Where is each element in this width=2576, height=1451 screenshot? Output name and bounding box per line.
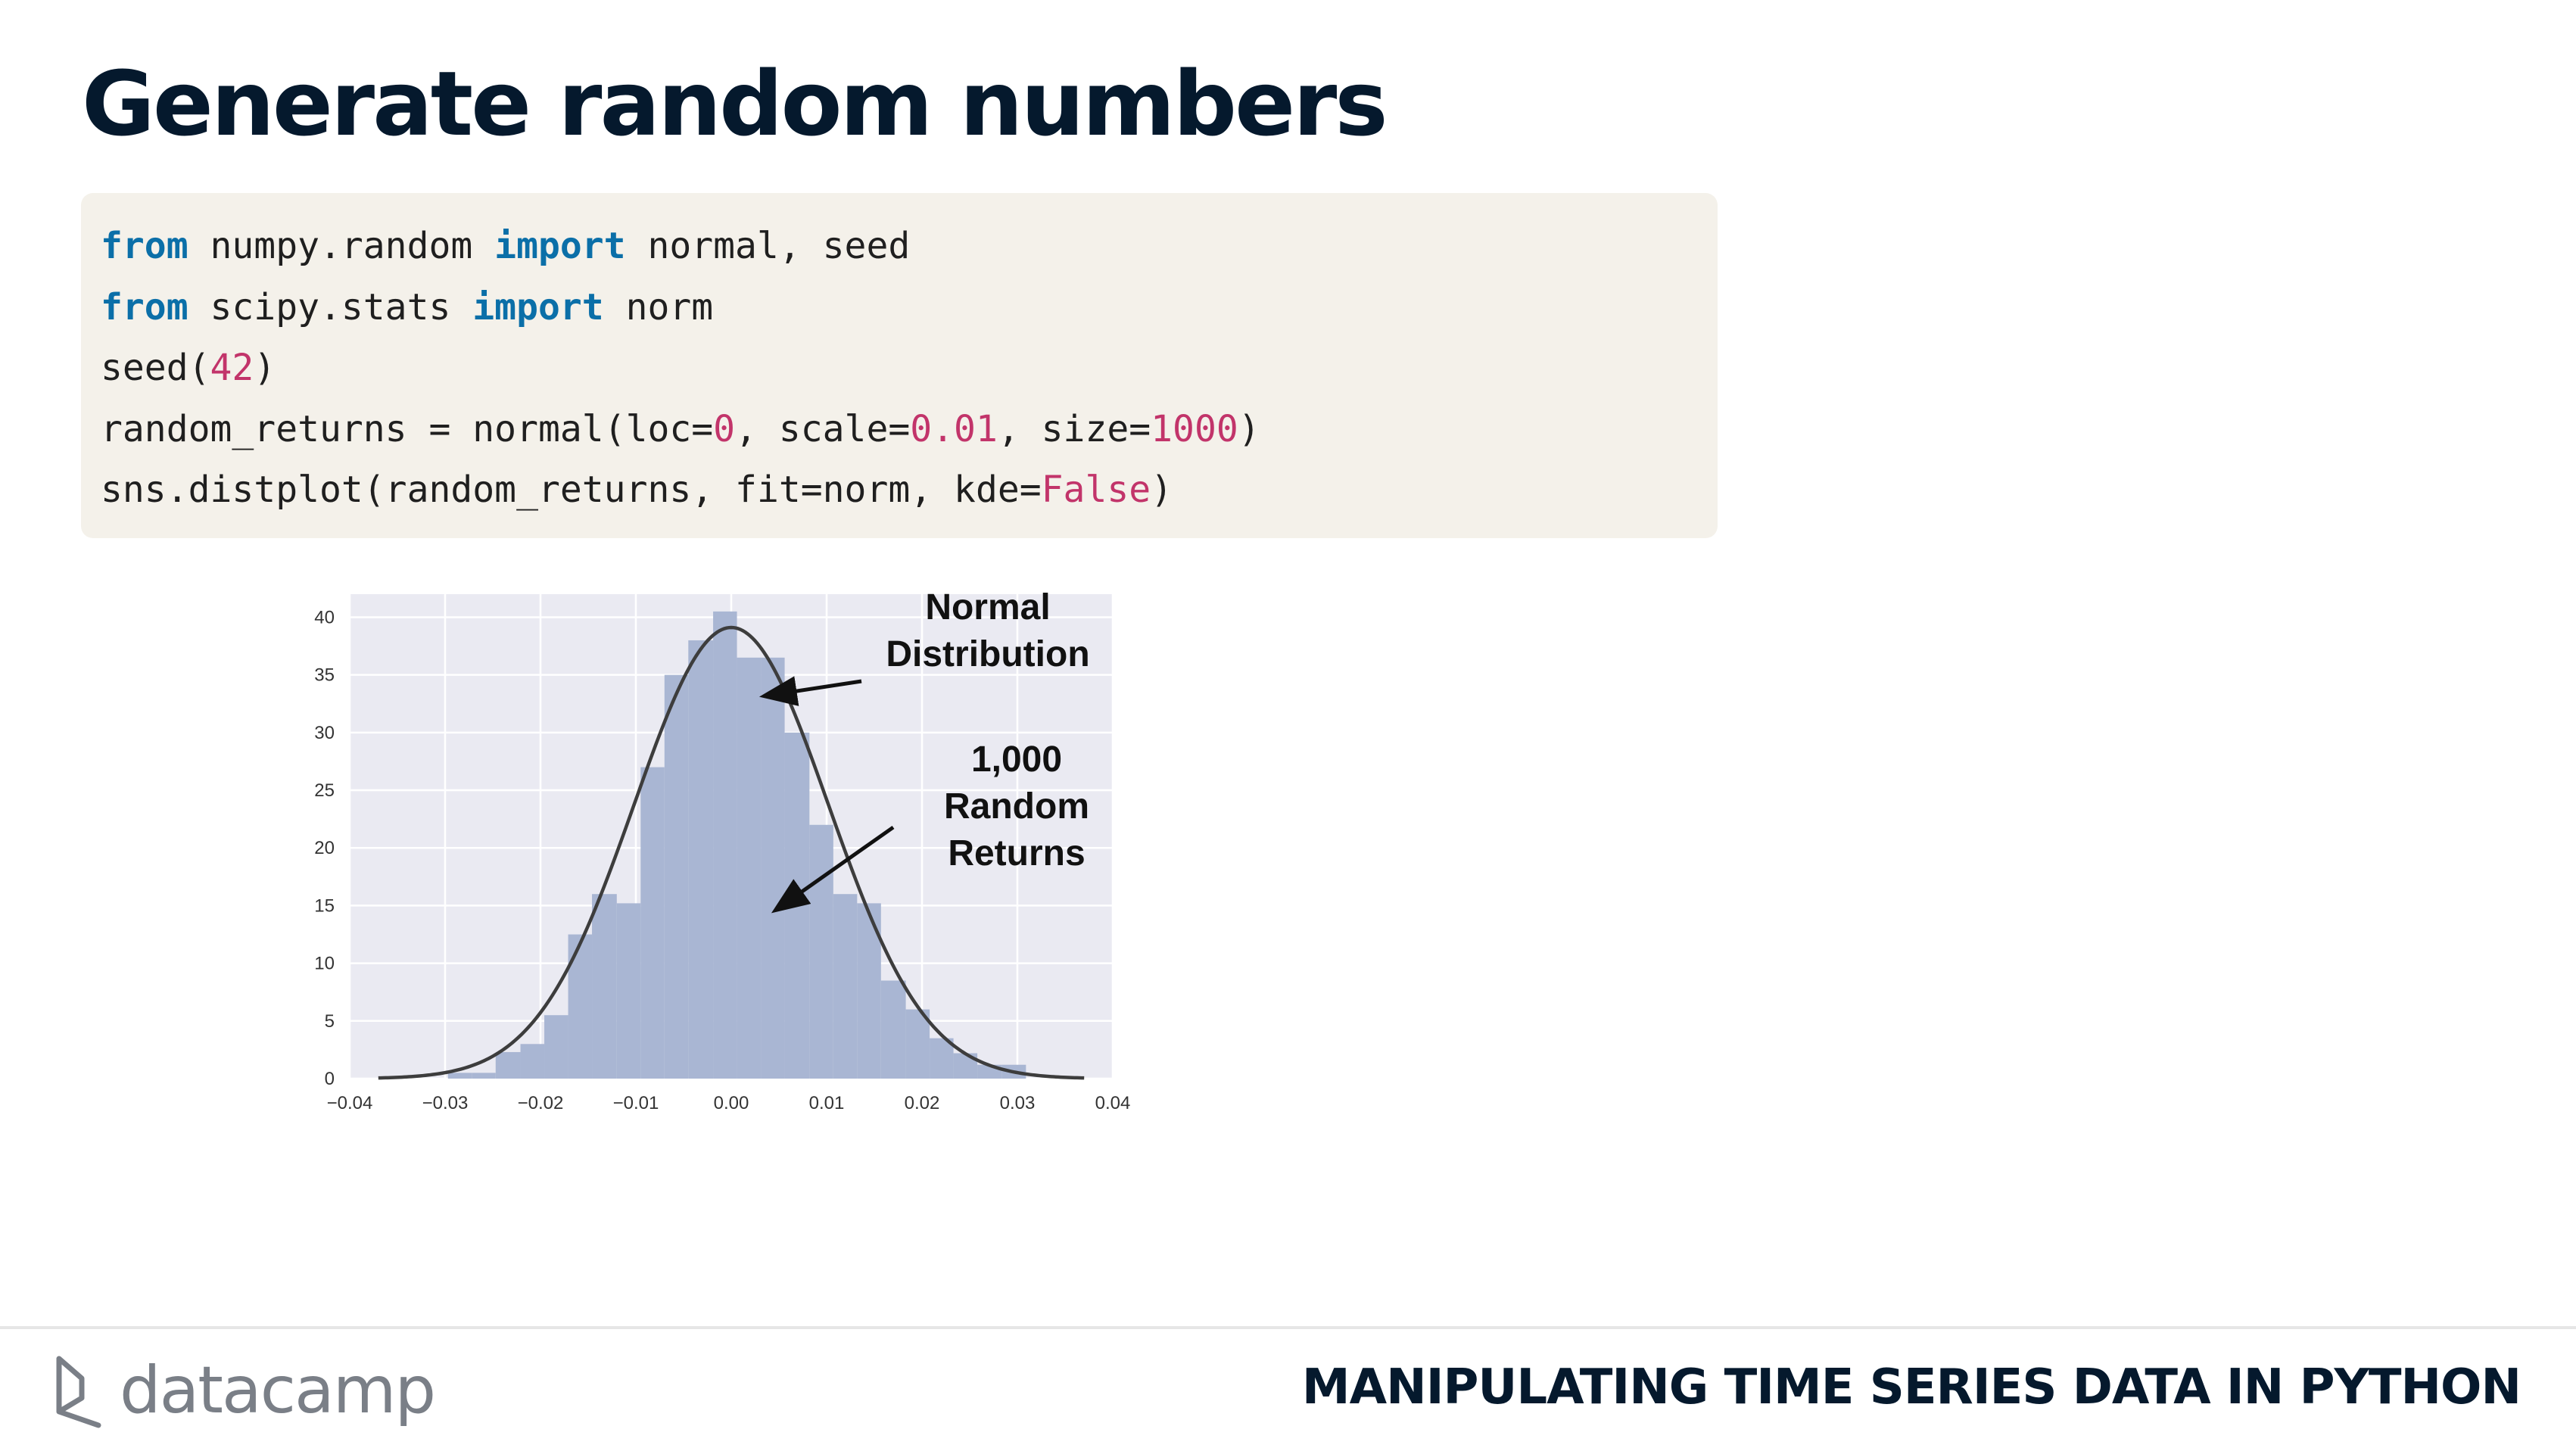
y-tick-label: 20 [314,838,335,858]
code-literal: 1000 [1151,407,1238,450]
code-text: seed( [101,347,210,389]
histogram-bar [833,894,858,1079]
annotation-arrow [758,676,862,706]
footer-divider [0,1326,2576,1329]
datacamp-logo-text: datacamp [120,1353,436,1428]
histogram-bar [472,1073,496,1079]
y-tick-label: 5 [325,1011,335,1032]
histogram-bar [761,657,785,1079]
y-tick-label: 25 [314,780,335,801]
annotations: Normal Distribution 1,000 Random Returns [758,587,1090,914]
annotation: Normal Distribution [758,587,1090,706]
histogram-bar [930,1038,954,1079]
y-axis-ticks: 0 5 10 15 20 25 30 35 40 [314,607,335,1089]
code-keyword: import [494,225,626,267]
x-tick-label: 0.02 [905,1093,940,1113]
code-text: norm [603,285,714,328]
annotation-text: Normal [925,587,1050,627]
histogram-bar [880,980,906,1079]
code-text: numpy.random [188,225,495,267]
histogram-bar [544,1015,568,1079]
course-title: MANIPULATING TIME SERIES DATA IN PYTHON [1301,1359,2521,1415]
y-tick-label: 0 [325,1069,335,1089]
annotation-text: Returns [948,833,1085,873]
code-text: random_returns = normal(loc= [101,407,714,450]
code-literal: 0 [713,407,736,450]
x-tick-label: 0.03 [1000,1093,1036,1113]
code-text: ) [254,347,276,389]
code-block: from numpy.random import normal, seed fro… [81,193,1718,538]
histogram-bar [737,657,762,1079]
histogram-bar [784,732,810,1079]
code-keyword: from [101,285,188,328]
histogram-bar [905,1009,930,1079]
code-text: , scale= [735,407,911,450]
x-axis-ticks: −0.04 −0.03 −0.02 −0.01 0.00 0.01 0.02 0.03 0.04 [327,1093,1131,1113]
code-literal: 0.01 [910,407,998,450]
histogram-bar [640,767,665,1079]
histogram-bar [713,611,737,1079]
histogram-bar [568,934,593,1079]
x-tick-label: 0.00 [714,1093,749,1113]
slide-title: Generate random numbers [82,51,1388,156]
y-tick-label: 35 [314,665,335,686]
y-tick-label: 10 [314,954,335,974]
x-tick-label: −0.01 [613,1093,659,1113]
histogram-bar [495,1051,521,1079]
histogram-bar [592,894,617,1079]
y-tick-label: 40 [314,607,335,627]
code-line: seed(42) [101,338,1718,399]
code-line: sns.distplot(random_returns, fit=norm, k… [101,459,1718,521]
code-text: scipy.stats [188,285,473,328]
y-tick-label: 15 [314,895,335,916]
histogram-bar [664,674,689,1079]
code-text: , size= [997,407,1151,450]
code-keyword: import [472,285,604,328]
annotation-text: 1,000 [971,740,1062,780]
histogram-bar [447,1073,472,1079]
code-keyword: from [101,225,188,267]
annotation: 1,000 Random Returns [771,740,1089,914]
annotation-text: Random [944,786,1089,827]
datacamp-logo: datacamp [51,1349,436,1432]
x-tick-label: 0.04 [1095,1093,1131,1113]
x-tick-label: −0.03 [422,1093,469,1113]
histogram-bar [520,1044,545,1079]
code-text: ) [1151,469,1173,511]
code-text: sns.distplot(random_returns, fit=norm, k… [101,469,1042,511]
histogram-bar [616,903,641,1079]
code-line: from scipy.stats import norm [101,277,1718,338]
code-text: ) [1238,407,1260,450]
code-literal: False [1041,469,1151,511]
y-tick-label: 30 [314,723,335,743]
code-text: normal, seed [625,225,911,267]
x-tick-label: −0.04 [327,1093,373,1113]
annotation-text: Distribution [886,634,1089,674]
code-line: from numpy.random import normal, seed [101,216,1718,277]
annotation-arrow [771,825,895,914]
histogram-bar [809,824,833,1079]
datacamp-logo-icon [56,1356,101,1428]
x-tick-label: 0.01 [809,1093,845,1113]
code-line: random_returns = normal(loc=0, scale=0.0… [101,399,1718,460]
histogram-bar [688,640,714,1079]
normal-fit-curve [378,625,1085,1080]
code-literal: 42 [210,347,254,389]
distribution-chart: −0.04 −0.03 −0.02 −0.01 0.00 0.01 0.02 0.03 0.04… [303,583,1151,1120]
x-tick-label: −0.02 [518,1093,564,1113]
